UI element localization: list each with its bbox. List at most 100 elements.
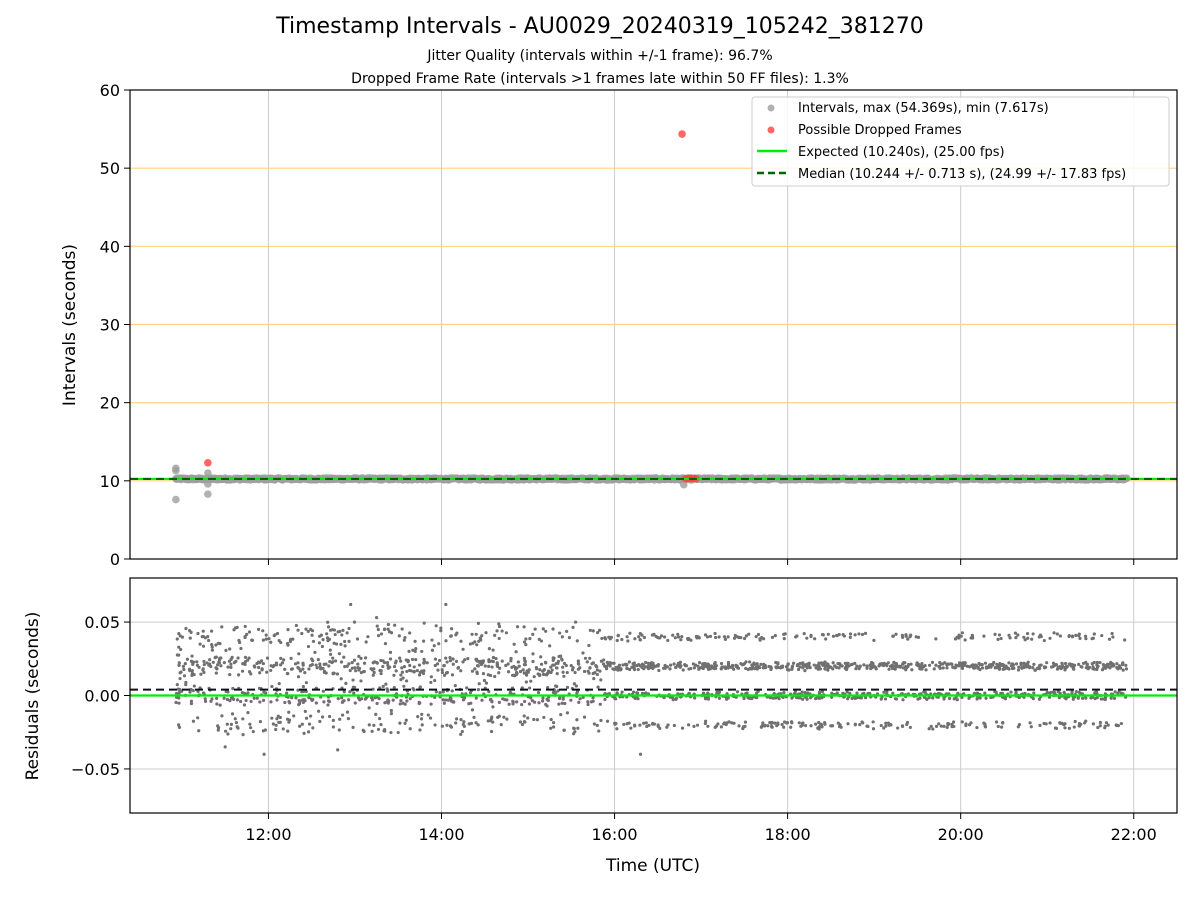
residual-point [282,658,286,662]
residual-point [569,698,573,702]
residual-point [482,678,487,683]
residual-point [900,724,905,728]
residual-point [345,631,349,635]
residual-point [468,642,472,646]
residual-point [326,625,331,629]
residual-point [181,664,186,668]
residual-point [495,664,500,668]
residual-point [644,721,648,725]
residual-point [474,721,478,725]
intervals-y-axis-label: Intervals (seconds) [60,244,80,406]
residual-point [439,626,443,630]
residual-point [901,698,905,702]
residual-point [272,663,276,668]
residual-point [578,697,582,701]
residual-point [346,717,351,721]
residual-point [693,696,697,700]
residual-point [825,662,829,666]
residual-point [532,717,536,722]
residual-point [327,700,332,704]
residual-point [545,704,549,708]
residual-point [289,656,293,660]
residual-point [1063,666,1067,671]
residual-point [343,639,347,644]
residual-point [527,668,531,672]
residual-point [937,664,941,669]
residual-point [537,637,541,641]
residual-point [918,665,923,669]
residual-point [178,634,182,638]
residual-point [226,665,230,669]
residual-point [436,668,440,672]
residual-point [366,635,370,639]
residual-point [557,654,561,659]
residual-point [892,660,896,665]
residual-point [1096,725,1100,730]
residual-point [429,680,433,685]
residual-point [309,697,314,701]
residual-point [733,633,737,638]
residual-point [362,729,366,734]
residual-point [941,666,945,670]
residual-point [560,635,564,639]
residual-point [269,668,273,673]
residual-point [476,621,480,625]
residual-point [410,657,415,662]
residual-point [1100,633,1104,638]
dropped-frame-0 [204,459,212,467]
residual-point [310,633,314,637]
residual-point [813,637,817,641]
residual-point [433,723,437,727]
residual-point [506,662,510,666]
residual-point [229,662,233,666]
intervals-ytick-label-4: 40 [100,237,120,256]
residual-point [405,699,409,703]
residual-point [541,669,545,673]
residual-point [1037,665,1041,669]
residual-point [863,696,868,700]
residual-point [1025,631,1030,636]
residual-point [377,696,381,701]
residual-point [290,696,294,700]
residual-point [174,691,179,696]
residual-point [564,663,568,668]
residual-point [307,722,312,726]
residual-point [263,728,268,732]
residual-point [541,627,545,631]
residual-point [871,720,875,724]
residual-point [296,665,300,670]
residual-point [524,673,529,677]
residual-point [826,668,830,672]
residual-point [701,666,705,670]
residual-point [481,672,486,676]
residual-point [184,626,188,631]
residual-point [862,663,866,667]
residual-point [539,662,544,666]
residual-point [310,629,315,633]
residual-point [988,665,992,669]
residual-point [178,676,182,681]
residual-point [706,667,711,672]
residual-point [298,669,303,673]
residual-point [576,659,580,663]
residual-point [801,661,805,665]
residual-point [785,721,789,725]
residual-point [806,662,811,666]
residuals-ytick-label-0: −0.05 [71,760,120,779]
residual-point [491,648,495,652]
residual-point [524,680,528,684]
residual-point [515,625,520,629]
residual-point [874,667,878,671]
residual-point [398,721,402,725]
residual-point [686,637,690,642]
residual-point [347,639,351,644]
residual-point [930,660,935,664]
residual-point [970,633,974,637]
legend-entry-dropped: Possible Dropped Frames [798,123,962,138]
residual-point [1042,665,1047,669]
residual-point [575,691,579,695]
residual-point [304,681,309,685]
residual-point [337,728,341,732]
residual-point [1048,636,1052,640]
residual-point [1055,632,1059,636]
